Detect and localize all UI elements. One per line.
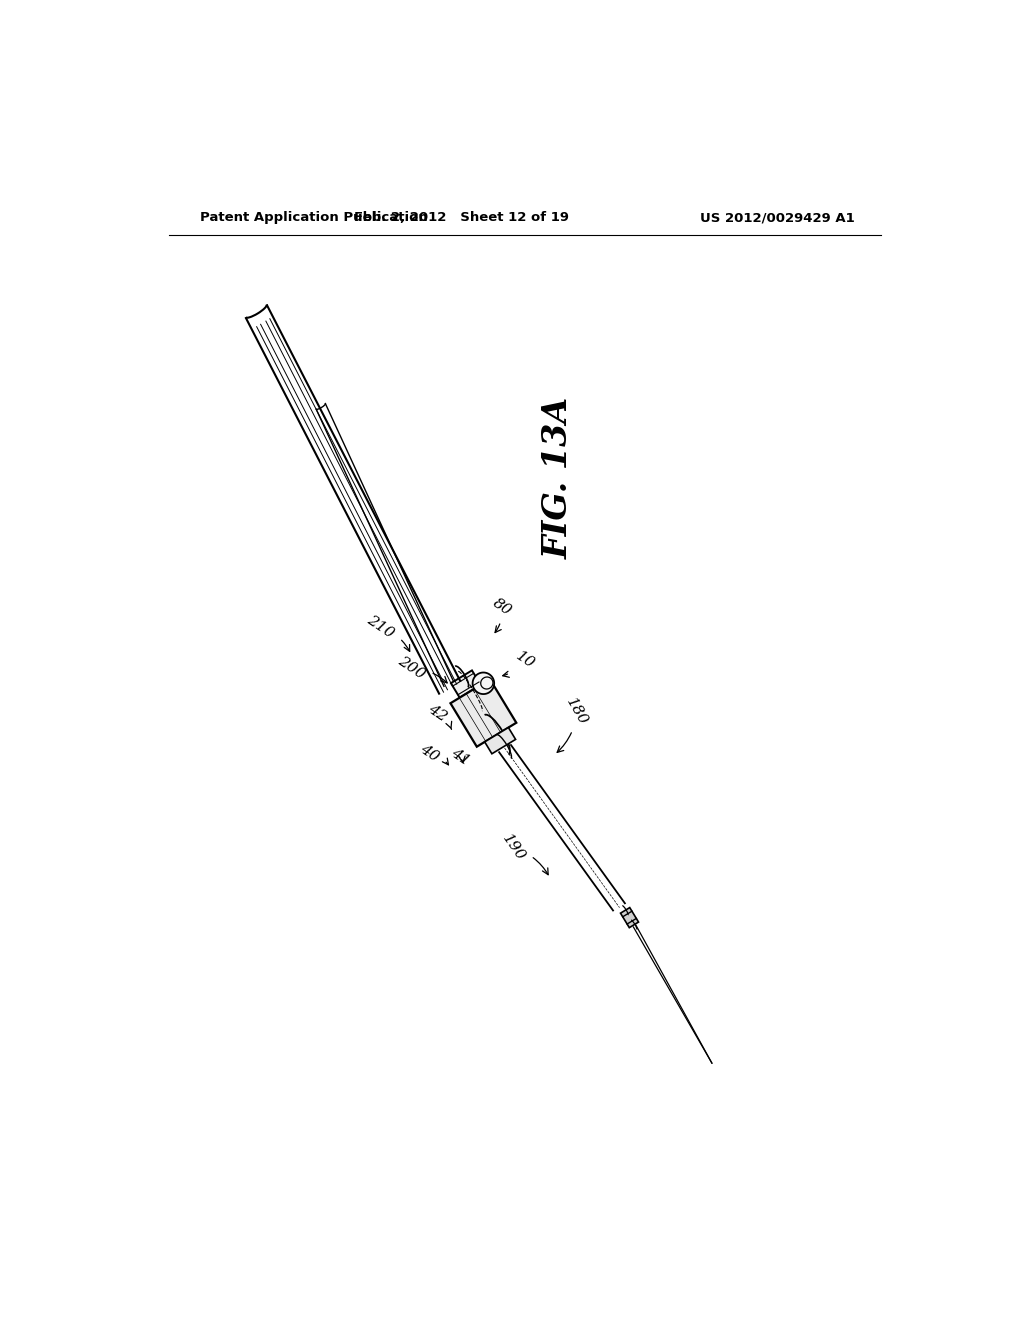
Text: 180: 180	[557, 696, 591, 752]
Polygon shape	[451, 680, 516, 747]
Text: 10: 10	[503, 649, 537, 677]
Text: 41: 41	[449, 746, 472, 768]
Polygon shape	[451, 671, 480, 698]
Text: 190: 190	[500, 832, 548, 875]
Polygon shape	[484, 727, 516, 754]
Text: FIG. 13A: FIG. 13A	[542, 397, 574, 560]
Text: Feb. 2, 2012   Sheet 12 of 19: Feb. 2, 2012 Sheet 12 of 19	[354, 211, 569, 224]
Text: 40: 40	[418, 742, 449, 764]
Polygon shape	[621, 908, 639, 928]
Polygon shape	[473, 672, 495, 694]
Text: 80: 80	[490, 597, 514, 632]
Text: 210: 210	[365, 612, 410, 651]
Text: Patent Application Publication: Patent Application Publication	[200, 211, 428, 224]
Text: US 2012/0029429 A1: US 2012/0029429 A1	[699, 211, 854, 224]
Text: 42: 42	[425, 701, 452, 730]
Text: 200: 200	[395, 655, 447, 682]
